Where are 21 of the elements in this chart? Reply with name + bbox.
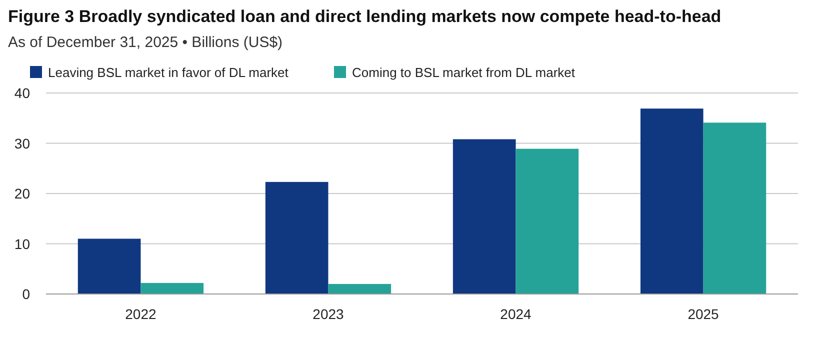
bar xyxy=(640,108,704,294)
x-tick-label: 2023 xyxy=(312,306,344,322)
x-tick-label: 2025 xyxy=(688,306,720,322)
bar xyxy=(140,282,204,294)
chart-title: Figure 3 Broadly syndicated loan and direct lending markets now compete head-to-head xyxy=(8,7,722,26)
legend-label: Leaving BSL market in favor of DL market xyxy=(48,65,289,80)
bar xyxy=(328,284,392,294)
y-tick-label: 40 xyxy=(14,85,30,101)
bar xyxy=(703,122,766,294)
x-tick-label: 2024 xyxy=(500,306,532,322)
legend-label: Coming to BSL market from DL market xyxy=(352,65,576,80)
chart-subtitle: As of December 31, 2025 • Billions (US$) xyxy=(8,34,283,51)
bar xyxy=(78,238,141,294)
y-tick-label: 20 xyxy=(14,186,30,202)
y-tick-label: 0 xyxy=(22,286,30,302)
x-tick-label: 2022 xyxy=(125,306,156,322)
bar xyxy=(265,182,328,294)
bar xyxy=(516,148,579,294)
bar xyxy=(452,139,516,294)
y-tick-label: 10 xyxy=(14,236,30,252)
y-tick-label: 30 xyxy=(14,135,30,152)
